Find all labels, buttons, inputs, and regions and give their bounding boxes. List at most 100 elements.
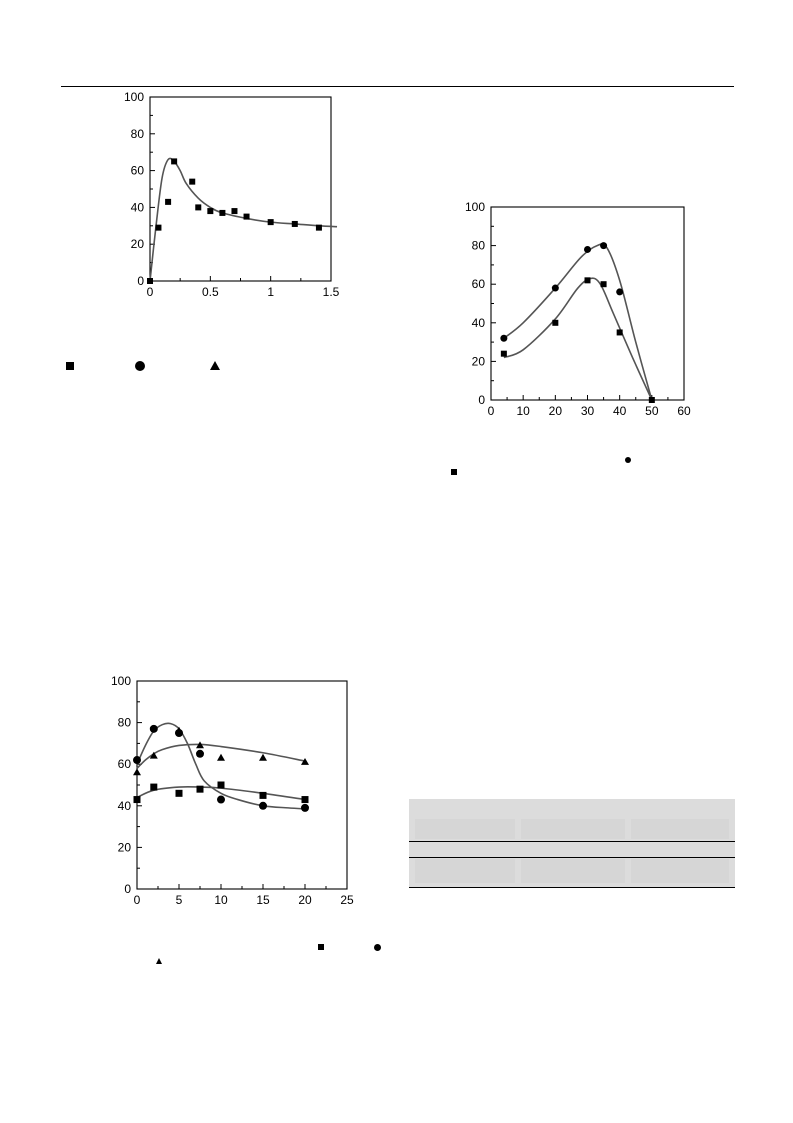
data-point-triangle — [149, 751, 158, 759]
legend-square-marker — [451, 469, 457, 475]
x-tick-label: 0 — [134, 893, 141, 907]
table-cell — [415, 859, 515, 883]
y-tick-label: 60 — [472, 277, 486, 291]
data-point-square — [600, 281, 607, 288]
y-tick-label: 40 — [131, 200, 145, 214]
data-point-triangle — [133, 768, 141, 776]
data-point-square — [301, 796, 309, 804]
y-tick-label: 40 — [472, 316, 486, 330]
y-tick-label: 60 — [118, 757, 132, 771]
data-point-square — [231, 208, 238, 215]
legend-triangle-marker — [156, 958, 162, 964]
data-point-square — [147, 278, 153, 284]
table-header-cell — [415, 819, 515, 839]
data-point-square — [189, 178, 196, 185]
data-point-square — [243, 213, 250, 220]
y-tick-label: 60 — [131, 164, 145, 178]
x-tick-label: 40 — [613, 404, 627, 418]
data-point-square — [195, 204, 202, 211]
data-point-square — [267, 219, 274, 226]
table-cell — [631, 859, 729, 883]
x-tick-label: 30 — [581, 404, 595, 418]
table-rule — [409, 887, 735, 888]
table-rule — [409, 857, 735, 858]
data-point-circle — [600, 242, 608, 250]
x-tick-label: 20 — [549, 404, 563, 418]
legend-square-marker — [318, 944, 324, 950]
y-tick-label: 20 — [131, 237, 145, 251]
data-point-square — [584, 277, 591, 284]
header-rule — [61, 86, 734, 87]
fit-curve — [503, 242, 653, 401]
data-point-triangle — [259, 753, 267, 761]
y-tick-label: 100 — [124, 90, 144, 104]
y-tick-label: 80 — [472, 239, 486, 253]
fit-curve — [136, 743, 306, 769]
x-tick-label: 25 — [340, 893, 354, 907]
x-tick-label: 1.5 — [323, 285, 340, 299]
x-tick-label: 1 — [267, 285, 274, 299]
data-point-square — [150, 783, 158, 791]
data-point-square — [219, 209, 226, 216]
chart-2: 0 10 20 30 40 50 60 0 20 40 60 80 100 — [465, 200, 691, 418]
table-rule — [409, 841, 735, 842]
data-point-triangle — [217, 753, 225, 761]
data-table — [409, 799, 735, 888]
y-tick-label: 20 — [472, 354, 486, 368]
y-tick-label: 0 — [478, 393, 485, 407]
chart-1: 0 0.5 1 1.5 0 20 40 60 80 100 — [124, 90, 340, 299]
y-tick-label: 80 — [131, 127, 145, 141]
data-point-circle — [584, 245, 591, 253]
legend-circle-marker — [625, 457, 631, 463]
data-point-triangle — [301, 757, 309, 765]
data-point-triangle — [196, 741, 204, 749]
x-tick-label: 60 — [677, 404, 691, 418]
legend-circle-marker — [374, 944, 381, 951]
y-tick-label: 20 — [118, 840, 132, 854]
data-point-circle — [133, 756, 141, 765]
data-point-square — [133, 796, 141, 804]
data-point-square — [165, 198, 172, 205]
x-tick-label: 10 — [516, 404, 530, 418]
data-point-circle — [301, 803, 309, 812]
data-point-square — [315, 224, 322, 231]
data-point-circle — [500, 334, 508, 342]
x-tick-label: 0.5 — [202, 285, 219, 299]
plot-frame — [136, 680, 348, 890]
legend-circle-marker — [135, 361, 145, 371]
y-tick-label: 0 — [124, 882, 131, 896]
data-point-circle — [149, 724, 158, 733]
x-tick-label: 0 — [488, 404, 495, 418]
x-tick-label: 50 — [645, 404, 659, 418]
data-point-square — [552, 319, 559, 326]
plot-frame — [149, 96, 332, 282]
x-tick-label: 0 — [147, 285, 154, 299]
data-point-circle — [551, 284, 559, 292]
data-point-square — [207, 208, 214, 215]
data-point-square — [259, 791, 267, 799]
y-tick-label: 80 — [118, 716, 132, 730]
data-point-square — [500, 350, 507, 357]
data-point-circle — [196, 749, 204, 758]
data-point-square — [616, 329, 623, 336]
y-tick-label: 100 — [465, 200, 485, 214]
data-point-circle — [259, 801, 267, 810]
data-point-square — [171, 158, 178, 165]
x-tick-label: 5 — [176, 893, 183, 907]
chart-3: 0 5 10 15 20 25 0 20 40 60 80 100 — [111, 674, 354, 907]
table-header-cell — [521, 819, 625, 839]
legend-square-marker — [66, 362, 74, 370]
y-tick-label: 100 — [111, 674, 131, 688]
data-point-square — [175, 789, 183, 797]
data-point-square — [291, 220, 298, 227]
table-header-cell — [631, 819, 729, 839]
x-tick-label: 20 — [298, 893, 312, 907]
data-point-circle — [616, 288, 624, 296]
x-tick-label: 15 — [256, 893, 270, 907]
data-point-circle — [217, 795, 225, 804]
table-cell — [521, 859, 625, 883]
data-point-triangle — [175, 726, 183, 734]
data-point-square — [196, 785, 204, 793]
data-point-square — [155, 224, 162, 231]
data-point-square — [648, 397, 655, 403]
